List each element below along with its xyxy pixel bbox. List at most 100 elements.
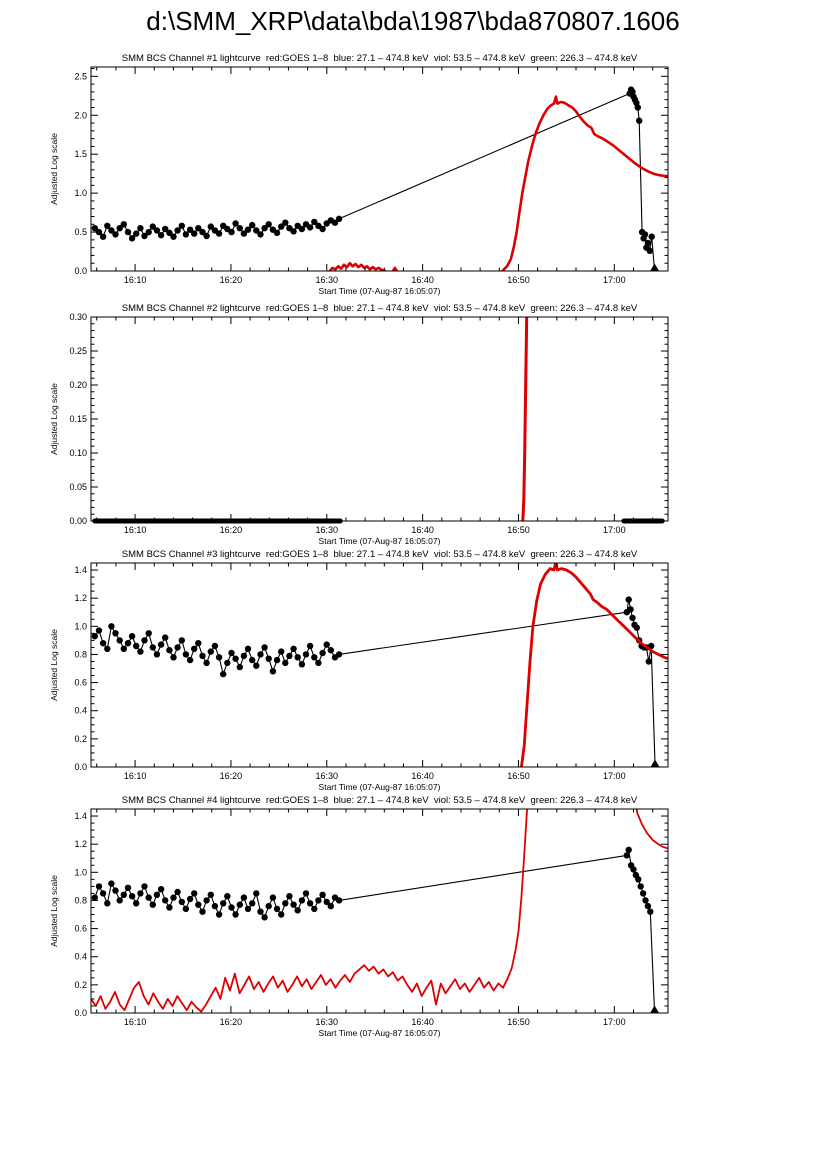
bcs-channel-3-point [120, 645, 128, 652]
x-tick-label: 16:20 [220, 525, 243, 535]
goes-1-8-series [91, 809, 668, 1013]
y-tick-label: 0.20 [69, 380, 87, 390]
bcs-channel-4-point [623, 852, 630, 859]
x-tick-label: 17:00 [603, 275, 626, 285]
x-tick-label: 16:50 [507, 771, 530, 781]
y-tick-label: 0.00 [69, 516, 87, 526]
bcs-channel-1-point [186, 226, 194, 233]
bcs-channel-3-point [116, 637, 123, 644]
bcs-channel-1-point [108, 227, 115, 234]
bcs-channel-3-point [224, 659, 231, 667]
x-tick-label: 16:50 [507, 275, 530, 285]
x-axis-label: Start Time (07-Aug-87 16:05:07) [319, 1028, 441, 1038]
bcs-channel-1-point [195, 225, 202, 232]
bcs-channel-3-point [294, 654, 301, 661]
bcs-channel-4-point [228, 904, 235, 911]
goes-1-8-line [391, 266, 399, 271]
bcs-channel-1-point [157, 232, 165, 239]
bcs-channel-4-point [637, 883, 644, 890]
bcs-channel-4-point [207, 891, 214, 898]
bcs-channel-3-point [133, 642, 140, 650]
bcs-channel-3-point [199, 652, 206, 660]
bcs-channel-4-point [240, 894, 248, 901]
panel-title: SMM BCS Channel #2 lightcurve red:GOES 1… [122, 303, 638, 314]
y-tick-label: 1.4 [74, 811, 87, 821]
panel-title: SMM BCS Channel #3 lightcurve red:GOES 1… [122, 549, 638, 560]
bcs-channel-3-series [91, 596, 660, 768]
bcs-channel-3-line [94, 599, 656, 768]
y-tick-label: 0.15 [69, 414, 87, 424]
bcs-channel-3-point [257, 651, 264, 658]
bcs-channel-4-point [311, 905, 318, 913]
bcs-channel-1-point [133, 230, 140, 237]
bcs-channel-4-point [302, 890, 310, 897]
x-tick-label: 16:10 [124, 525, 147, 535]
bcs-channel-4-line [94, 849, 656, 1014]
bcs-channel-3-point [108, 623, 115, 630]
bcs-channel-1-point [228, 228, 235, 236]
bcs-channel-4-point [253, 890, 260, 897]
bcs-channel-1-point [641, 231, 649, 238]
bcs-channel-1-point [91, 225, 99, 232]
bcs-channel-1-point [124, 228, 132, 236]
bcs-channel-4-point [273, 905, 281, 913]
bcs-channel-4-point [157, 886, 165, 893]
bcs-channel-4-point [149, 901, 156, 908]
bcs-channel-1-point [335, 215, 343, 222]
bcs-channel-4-point [166, 904, 173, 911]
x-tick-label: 16:20 [220, 1017, 243, 1027]
bcs-channel-1-point [145, 228, 152, 236]
x-tick-label: 16:10 [124, 275, 147, 285]
bcs-channel-4-point [215, 911, 223, 918]
axis-box [90, 808, 669, 1014]
bcs-channel-3-point [265, 655, 272, 662]
bcs-channel-3-point [228, 649, 235, 657]
channel-3-chart: SMM BCS Channel #3 lightcurve red:GOES 1… [49, 549, 669, 792]
bcs-channel-3-point [178, 637, 185, 644]
goes-1-8-line [521, 317, 529, 521]
goes-1-8-series [328, 95, 668, 271]
bcs-channel-3-point [298, 661, 306, 668]
bcs-channel-3-point [302, 651, 310, 658]
x-tick-label: 16:20 [220, 275, 243, 285]
panel-channel-2: SMM BCS Channel #2 lightcurve red:GOES 1… [0, 295, 700, 547]
bcs-channel-4-point [625, 846, 632, 853]
bcs-channel-4-point [249, 900, 256, 907]
bcs-channel-4-point [120, 891, 128, 898]
bcs-channel-3-point [124, 640, 132, 647]
bcs-channel-1-point [232, 220, 239, 227]
axis-box [90, 316, 669, 522]
bcs-channel-3-point [244, 645, 252, 652]
bcs-channel-1-point [648, 233, 655, 240]
y-tick-label: 0.4 [74, 706, 87, 716]
bcs-channel-4-point [232, 911, 239, 918]
bcs-channel-4-point [182, 905, 190, 913]
x-tick-label: 17:00 [603, 525, 626, 535]
x-tick-label: 16:10 [124, 1017, 147, 1027]
y-tick-label: 0.2 [74, 980, 87, 990]
y-axis-label: Adjusted Log scale [49, 383, 59, 455]
bcs-channel-4-point [137, 890, 144, 897]
bcs-channel-4-point [145, 894, 152, 901]
bcs-channel-1-line [94, 89, 656, 272]
y-tick-label: 2.5 [74, 71, 87, 81]
bcs-channel-4-point [642, 897, 649, 904]
bcs-channel-1-point [244, 226, 252, 233]
bcs-channel-1-point [95, 228, 103, 236]
bcs-channel-1-point [104, 222, 111, 229]
bcs-channel-1-point [282, 219, 289, 226]
y-tick-label: 2.0 [74, 110, 87, 120]
bcs-channel-4-point [178, 898, 185, 906]
panel-channel-4: SMM BCS Channel #4 lightcurve red:GOES 1… [0, 787, 700, 1039]
bcs-channel-3-point [253, 662, 260, 669]
y-tick-label: 0.8 [74, 895, 87, 905]
bcs-channel-3-point [261, 644, 268, 651]
x-tick-label: 16:30 [316, 275, 339, 285]
bcs-channel-4-point [153, 891, 161, 898]
bcs-channel-1-point [199, 228, 206, 236]
y-tick-label: 1.0 [74, 188, 87, 198]
bcs-channel-1-point [257, 231, 264, 238]
x-tick-label: 16:30 [316, 525, 339, 535]
bcs-channel-4-point [282, 900, 289, 907]
x-tick-label: 17:00 [603, 771, 626, 781]
